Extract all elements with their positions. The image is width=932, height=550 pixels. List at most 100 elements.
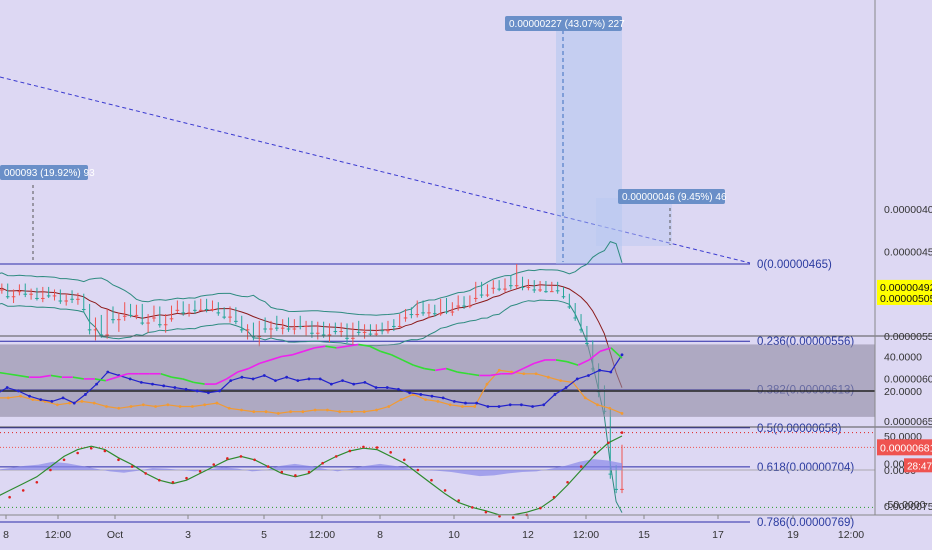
candle[interactable] [169,305,174,322]
candle[interactable] [122,302,127,321]
candle[interactable] [111,306,115,324]
candle[interactable] [497,280,501,292]
candle[interactable] [198,298,203,311]
candle[interactable] [269,320,273,338]
candle[interactable] [427,303,431,319]
candle[interactable] [163,314,168,333]
support-bottom-badge[interactable] [877,279,932,294]
candle[interactable] [234,307,238,325]
candle[interactable] [520,276,525,291]
candle[interactable] [509,275,513,290]
candle[interactable] [345,323,349,343]
candle[interactable] [99,314,104,338]
candle[interactable] [228,306,232,323]
candle[interactable] [579,314,583,333]
candle[interactable] [315,321,320,340]
candle[interactable] [456,295,461,311]
candle[interactable] [514,264,519,289]
candle[interactable] [333,322,338,335]
candle[interactable] [29,288,33,300]
candle[interactable] [286,317,291,332]
candle[interactable] [409,307,414,319]
candle[interactable] [421,300,425,316]
candle[interactable] [462,296,466,309]
candle[interactable] [567,293,572,309]
candle[interactable] [210,300,215,312]
candle[interactable] [93,317,98,341]
candle[interactable] [263,317,267,333]
candle[interactable] [438,298,443,316]
candle[interactable] [485,284,490,298]
candle[interactable] [70,290,74,304]
candle[interactable] [397,314,402,328]
candle[interactable] [117,312,121,332]
candle[interactable] [204,298,209,313]
candle[interactable] [275,315,279,332]
candle[interactable] [52,289,57,301]
candle[interactable] [257,320,262,347]
candle[interactable] [549,281,554,293]
candle[interactable] [280,319,285,335]
candle[interactable] [304,320,308,336]
candle[interactable] [327,323,332,343]
candle[interactable] [368,324,373,337]
candle[interactable] [538,280,542,293]
oscillator-pane[interactable] [0,431,875,519]
candle[interactable] [128,303,133,318]
candle[interactable] [35,287,39,301]
candle[interactable] [23,283,28,298]
candle[interactable] [351,322,355,346]
candle[interactable] [503,278,507,293]
candle[interactable] [239,315,244,333]
candle[interactable] [555,281,560,294]
candle[interactable] [11,289,16,304]
current-price-badge[interactable] [877,439,932,456]
time-axis[interactable]: 8 12:00 Oct 3 5 12:00 8 10 12 12:00 15 17 19 12:00 [0,514,932,541]
candle[interactable] [245,324,250,340]
candle[interactable] [216,302,221,316]
candle[interactable] [298,315,303,330]
candle[interactable] [17,284,22,296]
candle[interactable] [310,320,314,338]
candle[interactable] [374,324,379,337]
candle[interactable] [526,279,531,291]
candle[interactable] [181,301,186,316]
candle[interactable] [339,322,343,337]
candle[interactable] [40,286,45,303]
candle[interactable] [561,286,566,299]
candle[interactable] [450,302,455,316]
candle[interactable] [157,306,162,328]
candle[interactable] [222,307,226,320]
candle[interactable] [187,303,191,317]
candle[interactable] [532,280,537,293]
downtrend-line[interactable] [0,76,751,264]
candle[interactable] [146,314,150,333]
candle[interactable] [479,281,484,298]
candle[interactable] [432,304,437,317]
candle[interactable] [81,293,86,313]
candle[interactable] [380,322,384,335]
candle[interactable] [76,292,80,305]
candle[interactable] [105,308,109,339]
candle[interactable] [444,297,449,315]
candle[interactable] [175,300,180,314]
candle[interactable] [468,295,472,309]
support-top-badge[interactable] [877,290,932,305]
candle[interactable] [415,300,420,318]
candle[interactable] [473,281,478,303]
candle[interactable] [0,283,4,294]
candle[interactable] [392,319,396,332]
price-axis[interactable]: 0.000007500.000007000.000006500.00000600… [874,0,932,515]
dmi-pane[interactable] [0,343,875,417]
candle[interactable] [491,280,496,294]
candle[interactable] [87,303,92,335]
candle[interactable] [46,286,51,298]
candle[interactable] [292,319,297,335]
candle[interactable] [140,303,145,326]
candle[interactable] [193,300,197,315]
candle[interactable] [5,283,10,299]
candle[interactable] [573,303,578,321]
candle[interactable] [321,321,326,338]
candle[interactable] [58,289,63,304]
